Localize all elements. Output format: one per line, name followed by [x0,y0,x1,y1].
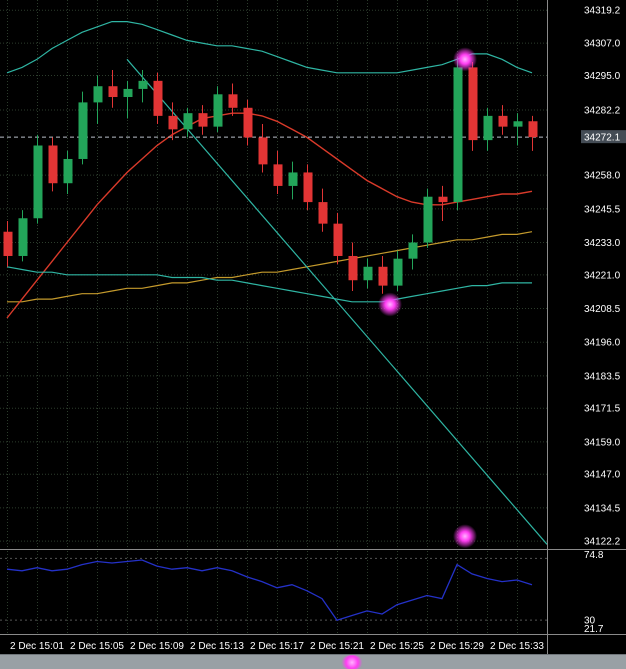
signal-marker-blob [341,655,363,669]
price-axis-label: 34319.2 [584,6,621,17]
overlay-lines [0,21,548,545]
candle-body [438,196,448,203]
trendline [126,58,548,545]
candle-body [333,223,343,256]
indicator-scale-label: 74.8 [584,550,604,561]
candle-body [378,266,388,286]
candle-body [528,121,538,138]
price-axis-label: 34282.2 [584,105,621,116]
candle-body [213,94,223,127]
candle-body [108,86,118,98]
candle-body [288,172,298,186]
signal-marker [378,292,402,317]
signal-marker [453,524,477,549]
signal-markers [378,47,477,549]
indicator-scale-label: 30 [584,616,596,627]
candle-body [243,107,253,138]
axes: 34319.2 34307.0 34295.0 34282.2 34258.0 34245… [0,0,626,654]
price-axis-label: 34171.5 [584,404,621,415]
candle-body [33,145,43,219]
candle-body [468,67,478,141]
price-axis-label: 34221.0 [584,270,621,281]
price-axis-label: 34295.0 [584,71,621,82]
candle-body [408,242,418,259]
time-axis-label: 2 Dec 15:29 [430,641,484,652]
time-axis-label: 2 Dec 15:33 [490,641,544,652]
candle-body [18,218,28,256]
candle-body [3,231,13,256]
bollinger-upper-line [6,21,533,74]
candle-body [93,86,103,103]
ma-red-line [6,112,533,319]
time-axis-label: 2 Dec 15:17 [250,641,304,652]
candle-body [153,80,163,116]
candle-body [48,145,58,184]
indicator-panel [0,557,547,621]
price-axis-label: 34147.0 [584,470,621,481]
indicator-line [6,559,533,621]
ma-gold-line [7,231,533,303]
candle-body [453,67,463,203]
candle-body [498,115,508,127]
time-axis-label: 2 Dec 15:25 [370,641,424,652]
candle-body [78,102,88,159]
price-axis-label: 34134.5 [584,503,621,514]
price-axis-label: 34183.5 [584,371,621,382]
current-price-label-bg [581,130,626,144]
candle-body [348,255,358,281]
candlestick-chart[interactable]: 34319.2 34307.0 34295.0 34282.2 34258.0 34245… [0,0,626,654]
bottom-strip [0,654,626,669]
price-axis-label: 34196.0 [584,338,621,349]
candle-body [363,266,373,281]
candle-body [303,172,313,203]
time-axis-label: 2 Dec 15:13 [190,641,244,652]
candle-body [228,94,238,108]
time-axis-label: 2 Dec 15:01 [10,641,64,652]
candle-body [483,115,493,141]
price-axis-label: 34307.0 [584,39,621,50]
candle-body [273,164,283,186]
current-price-label: 34272.1 [584,133,621,144]
candle-body [198,113,208,127]
candle-body [258,137,268,165]
time-axis-label: 2 Dec 15:09 [130,641,184,652]
candles [3,56,538,294]
candle-body [183,113,193,130]
price-axis-label: 34258.0 [584,171,621,182]
candle-body [168,115,178,130]
signal-marker [453,47,477,72]
price-axis-label: 34245.5 [584,204,621,215]
candle-body [513,121,523,127]
bollinger-lower-line [6,266,532,303]
candle-body [123,88,133,98]
time-axis-label: 2 Dec 15:21 [310,641,364,652]
price-axis-label: 34122.2 [584,537,621,548]
price-axis-label: 34159.0 [584,437,621,448]
candle-body [393,258,403,286]
time-axis-label: 2 Dec 15:05 [70,641,124,652]
price-axis-label: 34233.0 [584,238,621,249]
candle-body [63,158,73,184]
indicator-scale-label: 21.7 [584,624,604,635]
candle-body [423,196,433,243]
candle-body [138,80,148,89]
candle-body [318,202,328,224]
price-axis-label: 34208.5 [584,304,621,315]
